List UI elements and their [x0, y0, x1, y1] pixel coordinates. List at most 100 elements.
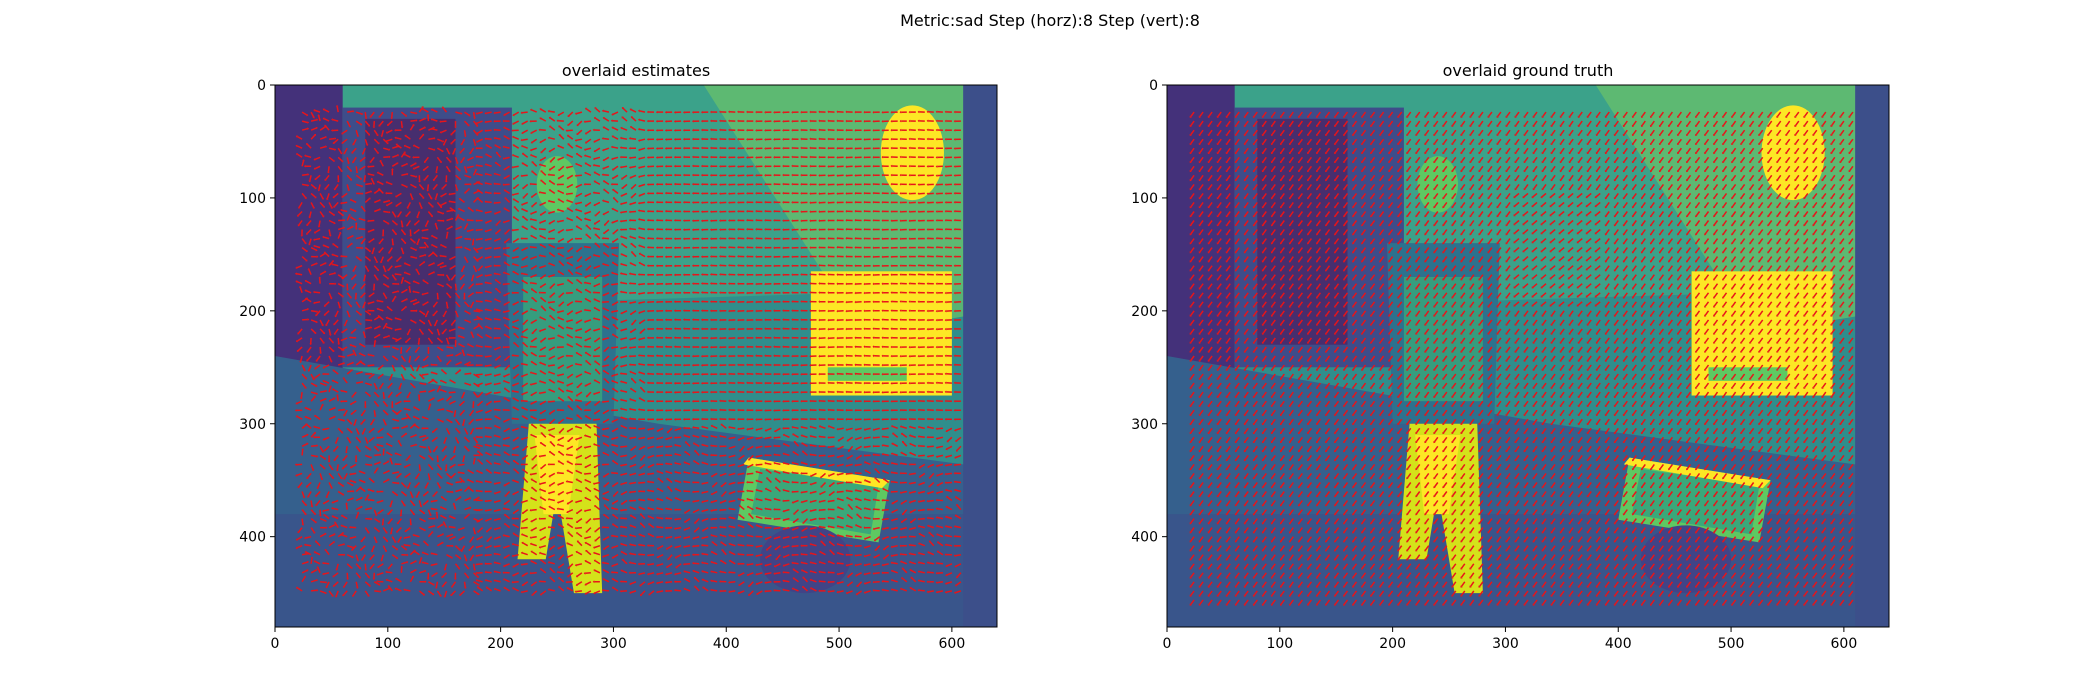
quiver-arrowhead: [414, 162, 417, 165]
quiver-arrowhead: [393, 369, 396, 372]
quiver-arrowhead: [403, 151, 406, 154]
quiver-arrow: [410, 299, 416, 303]
quiver-arrowhead: [484, 221, 487, 224]
quiver-arrowhead: [354, 298, 357, 300]
quiver-arrowhead: [473, 457, 477, 460]
quiver-arrow: [342, 274, 348, 279]
quiver-arrow: [314, 291, 321, 294]
quiver-arrow: [388, 391, 393, 398]
quiver-arrowhead: [432, 583, 435, 586]
quiver-arrowhead: [296, 153, 299, 156]
quiver-arrow: [328, 229, 331, 236]
quiver-arrowhead: [511, 193, 514, 197]
quiver-arrowhead: [329, 385, 332, 388]
quiver-arrowhead: [433, 148, 436, 152]
quiver-arrow: [380, 256, 384, 263]
quiver-arrowhead: [493, 191, 495, 195]
quiver-arrowhead: [310, 505, 314, 508]
quiver-arrowhead: [422, 303, 425, 306]
quiver-arrow: [441, 389, 447, 393]
quiver-arrowhead: [521, 131, 524, 135]
quiver-arrowhead: [366, 442, 369, 444]
quiver-arrow: [427, 532, 433, 538]
quiver-arrowhead: [503, 126, 506, 129]
quiver-arrow: [314, 109, 321, 113]
quiver-arrow: [422, 416, 429, 420]
quiver-arrowhead: [460, 143, 463, 146]
quiver-arrow: [418, 261, 425, 267]
quiver-arrowhead: [512, 532, 515, 535]
quiver-arrow: [675, 589, 682, 592]
quiver-arrow: [341, 390, 348, 393]
quiver-arrowhead: [307, 369, 311, 372]
quiver-arrow: [301, 449, 304, 456]
quiver-arrowhead: [452, 152, 455, 155]
quiver-arrowhead: [449, 396, 452, 399]
quiver-arrow: [310, 569, 317, 574]
quiver-arrowhead: [341, 277, 344, 280]
quiver-arrowhead: [475, 441, 478, 444]
quiver-arrowhead: [313, 551, 316, 554]
quiver-arrowhead: [325, 145, 327, 148]
quiver-arrowhead: [377, 395, 380, 398]
quiver-arrowhead: [332, 243, 335, 246]
quiver-arrow: [405, 337, 411, 343]
quiver-arrowhead: [477, 530, 480, 533]
quiver-arrow: [558, 508, 564, 511]
quiver-arrow: [603, 400, 609, 403]
quiver-arrow: [504, 334, 511, 339]
quiver-arrow: [464, 174, 471, 178]
quiver-arrowhead: [521, 457, 524, 460]
quiver-arrowhead: [322, 502, 325, 505]
quiver-arrowhead: [512, 406, 515, 409]
quiver-arrow: [391, 536, 396, 542]
quiver-arrowhead: [460, 235, 463, 239]
quiver-arrow: [301, 434, 308, 438]
quiver-arrowhead: [443, 219, 445, 223]
quiver-arrow: [310, 527, 315, 533]
quiver-arrow: [436, 337, 443, 343]
quiver-arrowhead: [458, 431, 461, 434]
quiver-arrowhead: [494, 144, 497, 147]
quiver-arrow: [476, 164, 483, 168]
quiver-arrowhead: [379, 159, 382, 162]
quiver-arrow: [522, 563, 528, 566]
quiver-arrowhead: [386, 413, 389, 416]
quiver-arrow: [368, 301, 375, 305]
quiver-arrowhead: [503, 176, 506, 180]
quiver-arrow: [495, 415, 501, 420]
quiver-arrow: [410, 319, 416, 324]
quiver-arrowhead: [394, 215, 397, 218]
quiver-arrow: [332, 380, 339, 384]
quiver-arrow: [445, 337, 450, 344]
quiver-arrowhead: [504, 358, 507, 361]
quiver-arrow: [386, 326, 393, 330]
quiver-arrow: [639, 544, 646, 547]
quiver-arrowhead: [511, 291, 514, 295]
quiver-arrowhead: [493, 119, 496, 123]
quiver-arrow: [391, 274, 397, 280]
quiver-arrowhead: [324, 549, 327, 552]
quiver-arrowhead: [477, 459, 480, 462]
quiver-arrow: [301, 373, 307, 379]
quiver-arrow: [328, 590, 334, 596]
quiver-arrowhead: [512, 366, 515, 370]
quiver-arrow: [585, 309, 592, 312]
quiver-arrow: [319, 271, 326, 276]
quiver-arrow: [315, 373, 321, 379]
quiver-arrowhead: [315, 494, 318, 497]
quiver-arrowhead: [385, 316, 388, 320]
quiver-arrow: [485, 499, 492, 502]
quiver-arrowhead: [332, 141, 335, 144]
quiver-arrow: [400, 121, 403, 127]
quiver-arrow: [477, 536, 483, 540]
quiver-arrow: [314, 301, 321, 304]
quiver-arrowhead: [313, 395, 316, 398]
quiver-arrowhead: [440, 203, 443, 207]
quiver-arrow: [513, 508, 520, 514]
quiver-arrowhead: [493, 308, 496, 311]
quiver-arrow: [319, 346, 322, 353]
quiver-arrowhead: [385, 325, 388, 329]
quiver-arrowhead: [324, 178, 327, 181]
quiver-arrow: [308, 238, 312, 245]
